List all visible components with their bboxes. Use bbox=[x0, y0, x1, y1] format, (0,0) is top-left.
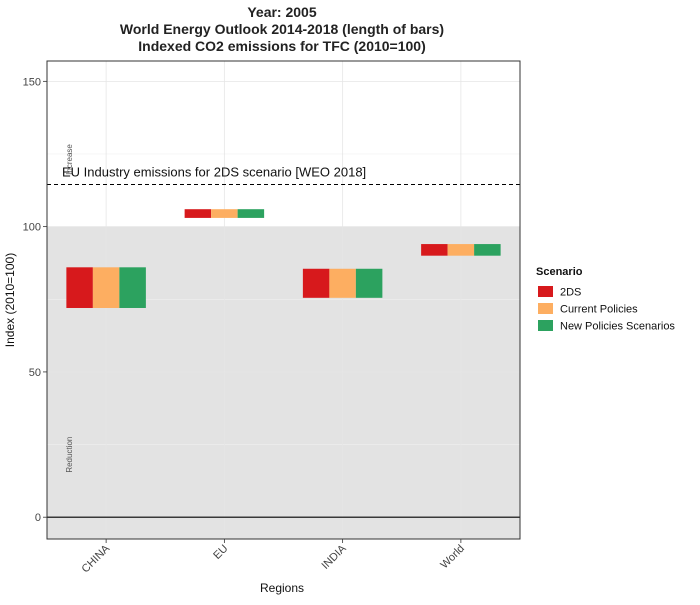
plot-bars bbox=[66, 209, 501, 308]
bar-2ds-china bbox=[66, 267, 93, 308]
legend-entry-label: New Policies Scenarios bbox=[560, 321, 675, 333]
bar-new-policies-scenarios-india bbox=[355, 268, 383, 298]
legend-entry-label: 2DS bbox=[560, 287, 581, 299]
reduction-zone-label: Reduction bbox=[65, 437, 74, 473]
increase-zone-label: Increase bbox=[65, 144, 74, 175]
chart-title-line-3: Indexed CO2 emissions for TFC (2010=100) bbox=[138, 38, 426, 54]
legend-entry-label: Current Policies bbox=[560, 304, 638, 316]
bar-2ds-world bbox=[421, 244, 448, 256]
plot-border bbox=[46, 60, 521, 540]
bar-new-policies-scenarios-eu bbox=[237, 209, 265, 218]
legend-swatch bbox=[538, 303, 553, 314]
bar-current-policies-india bbox=[329, 268, 356, 298]
bar-2ds-india bbox=[302, 268, 330, 298]
x-axis-title: Regions bbox=[260, 581, 304, 595]
chart-title-line-1: Year: 2005 bbox=[247, 4, 316, 20]
x-tick-label: CHINA bbox=[80, 542, 113, 575]
x-tick-label: INDIA bbox=[320, 542, 350, 572]
chart-title-line-2: World Energy Outlook 2014-2018 (length o… bbox=[120, 21, 444, 37]
legend-title: Scenario bbox=[536, 266, 583, 278]
reference-line-label: EU Industry emissions for 2DS scenario [… bbox=[62, 164, 366, 179]
y-axis-title: Index (2010=100) bbox=[3, 253, 17, 347]
x-tick-label: EU bbox=[211, 543, 230, 562]
legend-swatch bbox=[538, 286, 553, 297]
bar-current-policies-world bbox=[447, 244, 475, 256]
x-tick-label: World bbox=[438, 543, 467, 572]
bar-new-policies-scenarios-world bbox=[474, 244, 501, 256]
bar-2ds-eu bbox=[184, 209, 212, 218]
legend: Scenario 2DS Current Policies New Policies… bbox=[536, 266, 675, 333]
legend-entries: 2DS Current Policies New Policies Scenario… bbox=[538, 286, 675, 333]
bar-current-policies-china bbox=[92, 267, 120, 308]
bar-new-policies-scenarios-china bbox=[119, 267, 146, 308]
y-tick-label: 50 bbox=[29, 367, 41, 379]
plot-annotations: Increase Reduction EU Industry emissions… bbox=[47, 144, 520, 518]
legend-swatch bbox=[538, 320, 553, 331]
y-tick-label: 100 bbox=[23, 222, 41, 234]
y-tick-label: 150 bbox=[23, 76, 41, 88]
y-tick-label: 0 bbox=[35, 512, 41, 524]
bar-current-policies-eu bbox=[211, 209, 238, 218]
